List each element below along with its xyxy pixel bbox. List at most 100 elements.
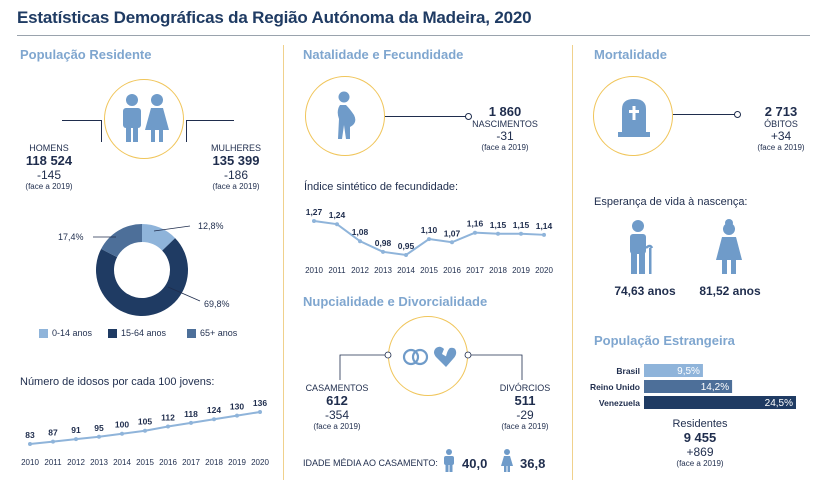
idade-media-homem: 40,0 (462, 456, 488, 471)
mulheres-connector (186, 120, 234, 142)
isf-value-label: 1,16 (467, 219, 484, 229)
nascimentos-value: 1 860 (488, 104, 522, 119)
idosos-point (120, 431, 124, 436)
obitos-block: 2 713 ÓBITOS +34 (face a 2019) (744, 104, 818, 152)
obitos-value: 2 713 (764, 104, 798, 119)
idosos-year-label: 2019 (228, 458, 246, 467)
donut-slice-0-14 (142, 224, 176, 251)
nupcialidade-connectors (339, 351, 523, 380)
residentes-label: Residentes (672, 418, 728, 430)
mulheres-label: MULHERES (210, 143, 261, 153)
bar-venezuela (644, 396, 796, 409)
natalidade-heading: Natalidade e Fecundidade (303, 47, 464, 62)
tombstone-icon (618, 99, 650, 137)
isf-value-label: 0,95 (398, 241, 415, 251)
connector-dot (465, 113, 472, 120)
man-icon (444, 449, 454, 472)
isf-point (450, 240, 454, 245)
mortalidade-heading: Mortalidade (594, 47, 667, 62)
isf-point (473, 230, 477, 235)
isf-year-label: 2011 (328, 266, 346, 275)
legend-label-65plus: 65+ anos (200, 328, 238, 338)
casamentos-face: (face a 2019) (313, 422, 361, 431)
residentes-block: Residentes 9 455 +869 (face a 2019) (660, 418, 740, 468)
idosos-point (74, 437, 78, 442)
mulheres-face: (face a 2019) (212, 182, 260, 191)
idosos-point (28, 442, 32, 446)
idosos-year-label: 2011 (44, 458, 62, 467)
isf-point (427, 237, 431, 242)
isf-year-label: 2016 (443, 266, 461, 275)
residentes-face: (face a 2019) (676, 459, 724, 468)
bar-category-brasil: Brasil (616, 366, 640, 376)
isf-year-label: 2018 (489, 266, 507, 275)
title-divider (17, 35, 810, 36)
isf-year-label: 2015 (420, 266, 438, 275)
casamentos-delta: -354 (324, 408, 350, 422)
idosos-year-label: 2020 (251, 458, 269, 467)
nascimentos-block: 1 860 NASCIMENTOS -31 (face a 2019) (468, 104, 542, 152)
isf-year-label: 2010 (305, 266, 323, 275)
divorcios-value: 511 (514, 393, 536, 408)
homens-label: HOMENS (29, 143, 69, 153)
idosos-year-label: 2017 (182, 458, 200, 467)
idosos-point (212, 417, 216, 422)
idosos-point (235, 413, 239, 418)
nupcialidade-heading: Nupcialidade e Divorcialidade (303, 294, 488, 309)
isf-line-chart: 1,27 2010 1,24 2011 1,08 2012 0,98 2013 0,95 2014… (305, 207, 553, 275)
mortalidade-icon-circle (593, 76, 673, 156)
page-title: Estatísticas Demográficas da Região Autó… (17, 8, 532, 27)
casamentos-value: 612 (326, 393, 348, 408)
isf-title: Índice sintético de fecundidade: (304, 181, 459, 193)
idosos-point (97, 434, 101, 439)
isf-value-label: 0,98 (375, 238, 392, 248)
age-donut-chart: 12,8% 69,8% 17,4% (58, 221, 230, 316)
elderly-woman-icon (716, 219, 742, 274)
divorcios-label: DIVÓRCIOS (499, 383, 551, 393)
isf-year-label: 2012 (351, 266, 369, 275)
estrangeira-bar-chart: Brasil 9,5% Reino Unido 14,2% Venezuela 24,5% (590, 364, 796, 409)
rings-broken-heart-icon (402, 346, 457, 367)
elderly-man-icon (630, 220, 654, 274)
legend-swatch-0-14 (39, 329, 48, 338)
obitos-delta: +34 (770, 129, 792, 143)
legend-swatch-15-64 (108, 329, 117, 338)
homens-value: 118 524 (25, 153, 73, 168)
divorcios-face: (face a 2019) (501, 422, 549, 431)
bar-category-venezuela: Venezuela (599, 398, 640, 408)
isf-point (312, 219, 316, 223)
isf-year-label: 2014 (397, 266, 415, 275)
donut-label-0-14: 12,8% (198, 221, 224, 231)
esperanca-mulheres: 81,52 anos (699, 284, 761, 298)
idosos-year-label: 2015 (136, 458, 154, 467)
idosos-point (166, 424, 170, 429)
idosos-value-label: 100 (115, 420, 129, 430)
isf-point (381, 249, 385, 254)
idosos-line-chart: 83 2010 87 2011 91 2012 95 2013 100 2014 105 2015 11… (21, 398, 269, 467)
isf-year-label: 2020 (535, 266, 553, 275)
idosos-year-label: 2012 (67, 458, 85, 467)
obitos-face: (face a 2019) (757, 143, 805, 152)
bar-reino-unido (644, 380, 733, 393)
divorcios-block: DIVÓRCIOS 511 -29 (face a 2019) (488, 383, 562, 431)
isf-year-label: 2013 (374, 266, 392, 275)
isf-point (335, 222, 339, 227)
esperanca-title: Esperança de vida à nascença: (594, 196, 748, 208)
isf-point (542, 232, 546, 237)
obitos-connector (673, 114, 737, 115)
idosos-year-label: 2018 (205, 458, 223, 467)
idosos-point (258, 410, 262, 414)
idosos-year-label: 2014 (113, 458, 131, 467)
legend-label-0-14: 0-14 anos (52, 328, 93, 338)
mulheres-delta: -186 (223, 168, 249, 182)
idosos-year-label: 2016 (159, 458, 177, 467)
nascimentos-label: NASCIMENTOS (472, 119, 538, 129)
mulheres-block: MULHERES 135 399 -186 (face a 2019) (204, 143, 268, 191)
idosos-point (143, 428, 147, 433)
woman-icon (501, 449, 513, 472)
isf-year-label: 2019 (512, 266, 530, 275)
idosos-value-label: 95 (94, 423, 104, 433)
isf-value-label: 1,27 (306, 207, 323, 217)
isf-year-label: 2017 (466, 266, 484, 275)
column-divider (283, 45, 284, 480)
